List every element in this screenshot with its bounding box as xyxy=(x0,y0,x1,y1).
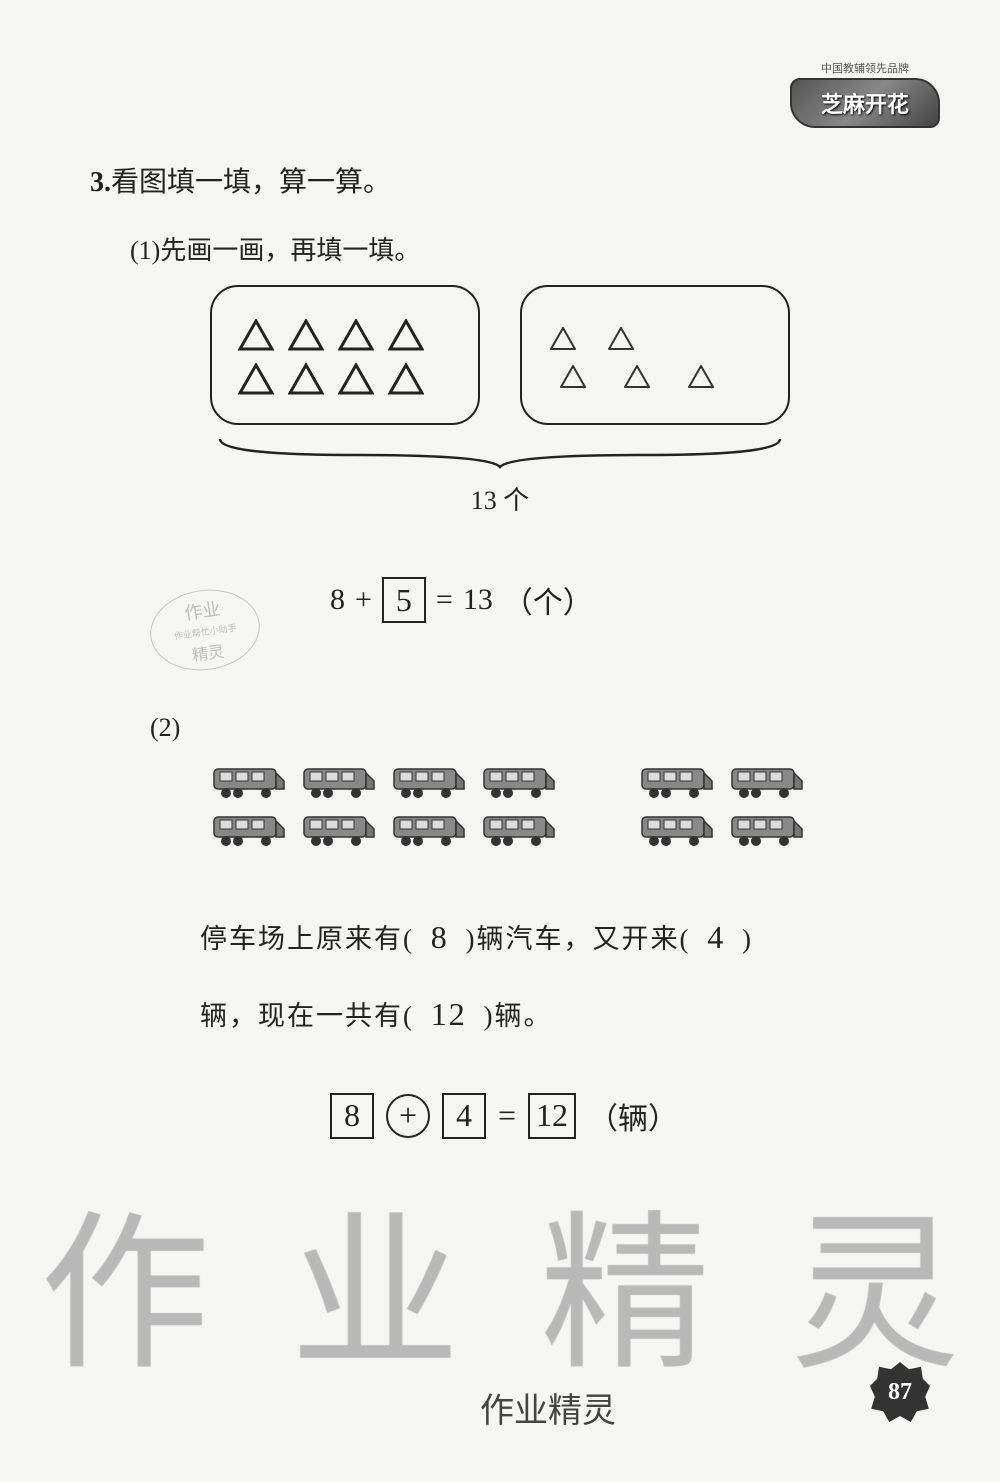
van-icon xyxy=(390,809,468,849)
brace-icon xyxy=(210,431,790,471)
van-icon xyxy=(300,761,378,801)
watermark: 作 业 精 灵 xyxy=(0,1156,1000,1402)
tri-row xyxy=(238,363,452,395)
van-group-left xyxy=(210,761,558,849)
answer-box: 12 xyxy=(528,1093,576,1139)
question-text: 看图填一填，算一算。 xyxy=(111,167,391,198)
brand-logo: 中国教辅领先品牌 芝麻开花 xyxy=(790,60,940,130)
brace: 13 个 xyxy=(210,431,930,517)
triangle-hand-icon xyxy=(622,363,652,389)
eq-equals: = xyxy=(498,1097,516,1134)
triangle-hand-icon xyxy=(686,363,716,389)
van-icon xyxy=(390,761,468,801)
van-row xyxy=(638,809,806,849)
van-icon xyxy=(638,809,716,849)
triangle-box-right xyxy=(520,285,790,425)
answer-box: 4 xyxy=(442,1093,486,1139)
question-number: 3. xyxy=(90,167,111,198)
eq-operand: 8 xyxy=(330,583,345,617)
eq-unit: （个） xyxy=(503,578,593,622)
wp-text: )辆汽车，又开来( xyxy=(466,924,691,954)
van-icon xyxy=(728,809,806,849)
triangle-icon xyxy=(288,319,324,351)
stamp-icon: 作业 作业帮忙小助手 精灵 xyxy=(145,583,265,678)
brace-label: 13 个 xyxy=(210,480,790,517)
van-group-right xyxy=(638,761,806,849)
van-icon xyxy=(480,761,558,801)
wp-text: )辆。 xyxy=(484,1001,553,1031)
triangle-hand-icon xyxy=(548,325,578,351)
triangle-hand-icon xyxy=(558,363,588,389)
answer-box: 8 xyxy=(330,1093,374,1139)
logo-brand: 芝麻开花 xyxy=(790,78,940,128)
wp-answer: 12 xyxy=(423,996,475,1032)
eq-unit: （辆） xyxy=(588,1094,678,1138)
eq-equals: = xyxy=(436,583,453,617)
answer-value: 8 xyxy=(344,1097,360,1134)
van-icon xyxy=(210,809,288,849)
tri-row xyxy=(238,319,452,351)
van-groups xyxy=(210,761,930,849)
answer-value: 12 xyxy=(536,1097,568,1134)
van-icon xyxy=(300,809,378,849)
stamp-text: 作业 xyxy=(183,594,222,625)
footer-handwriting: 作业精灵 xyxy=(480,1383,616,1432)
wm-char: 灵 xyxy=(790,1156,960,1402)
part1-label: (1) xyxy=(130,236,160,265)
part2-equation: 8 + 4 = 12 （辆） xyxy=(330,1093,930,1139)
wm-char: 精 xyxy=(540,1156,710,1402)
worksheet-page: 中国教辅领先品牌 芝麻开花 3.看图填一填，算一算。 (1)先画一画，再填一填。… xyxy=(0,0,1000,1482)
wp-answer: 8 xyxy=(423,919,457,955)
wp-text: ) xyxy=(742,924,753,954)
triangle-hand-icon xyxy=(606,325,636,351)
eq-result: 13 xyxy=(463,583,493,617)
triangle-icon xyxy=(288,363,324,395)
part2-label: (2) xyxy=(150,713,930,743)
part1-equation: 8 + 5 = 13 （个） xyxy=(330,577,930,623)
eq-operator: + xyxy=(355,583,372,617)
logo-tagline: 中国教辅领先品牌 xyxy=(790,60,940,76)
answer-value: 5 xyxy=(396,582,412,619)
van-row xyxy=(210,761,558,801)
part1-instruction: 先画一画，再填一填。 xyxy=(160,236,420,265)
triangle-icon xyxy=(388,319,424,351)
van-row xyxy=(638,761,806,801)
answer-box: 5 xyxy=(382,577,426,623)
part1-heading: (1)先画一画，再填一填。 xyxy=(130,230,930,267)
triangle-icon xyxy=(238,363,274,395)
triangle-icon xyxy=(338,319,374,351)
tri-row xyxy=(548,363,762,389)
van-icon xyxy=(638,761,716,801)
wp-answer: 4 xyxy=(699,919,733,955)
stamp-text: 精灵 xyxy=(190,637,225,665)
wm-char: 业 xyxy=(290,1156,460,1402)
triangle-icon xyxy=(238,319,274,351)
word-problem: 停车场上原来有( 8 )辆汽车，又开来( 4 ) 辆，现在一共有( 12 )辆。 xyxy=(200,899,930,1053)
van-icon xyxy=(480,809,558,849)
triangle-icon xyxy=(388,363,424,395)
wp-text: 辆，现在一共有( xyxy=(200,1001,414,1031)
answer-value: 4 xyxy=(456,1097,472,1134)
triangle-boxes xyxy=(210,285,930,425)
question-title: 3.看图填一填，算一算。 xyxy=(90,160,930,200)
stamp-oval: 作业 作业帮忙小助手 精灵 xyxy=(145,583,265,678)
triangle-box-left xyxy=(210,285,480,425)
van-row xyxy=(210,809,558,849)
page-number-badge: 87 xyxy=(870,1362,930,1422)
wm-char: 作 xyxy=(40,1156,210,1402)
van-icon xyxy=(728,761,806,801)
van-icon xyxy=(210,761,288,801)
triangle-icon xyxy=(338,363,374,395)
operator-circle: + xyxy=(386,1094,430,1138)
wp-text: 停车场上原来有( xyxy=(200,924,414,954)
tri-row xyxy=(548,325,762,351)
answer-value: + xyxy=(399,1097,417,1134)
